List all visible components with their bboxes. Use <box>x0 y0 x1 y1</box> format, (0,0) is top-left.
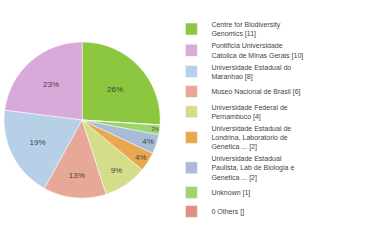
svg-text:4%: 4% <box>135 153 147 162</box>
svg-text:23%: 23% <box>43 80 59 89</box>
svg-text:Centre for BiodiversityGenomic: Centre for BiodiversityGenomics [11] <box>211 21 280 38</box>
svg-text:26%: 26% <box>107 85 123 94</box>
svg-text:Universidade Federal dePernamb: Universidade Federal dePernambuco [4] <box>211 104 287 121</box>
svg-text:Universidade Estadual deLondri: Universidade Estadual deLondrina, Labora… <box>211 125 291 151</box>
svg-text:19%: 19% <box>30 138 46 147</box>
svg-text:4%: 4% <box>142 137 154 146</box>
svg-text:Museo Nacional de Brasil [6]: Museo Nacional de Brasil [6] <box>211 88 300 96</box>
svg-text:Unknown [1]: Unknown [1] <box>211 189 250 197</box>
svg-text:Universidade EstadualPaulista,: Universidade EstadualPaulista, Lab de Bi… <box>211 155 294 181</box>
svg-text:13%: 13% <box>69 171 85 180</box>
svg-text:9%: 9% <box>111 166 123 175</box>
svg-text:0 Others []: 0 Others [] <box>211 208 244 216</box>
svg-text:2%: 2% <box>151 126 159 132</box>
svg-text:Pontificia UniversidadeCatolic: Pontificia UniversidadeCatolica de Minas… <box>211 42 303 59</box>
svg-text:Universidade Estadual doMaranh: Universidade Estadual doMaranhao [8] <box>211 64 291 81</box>
